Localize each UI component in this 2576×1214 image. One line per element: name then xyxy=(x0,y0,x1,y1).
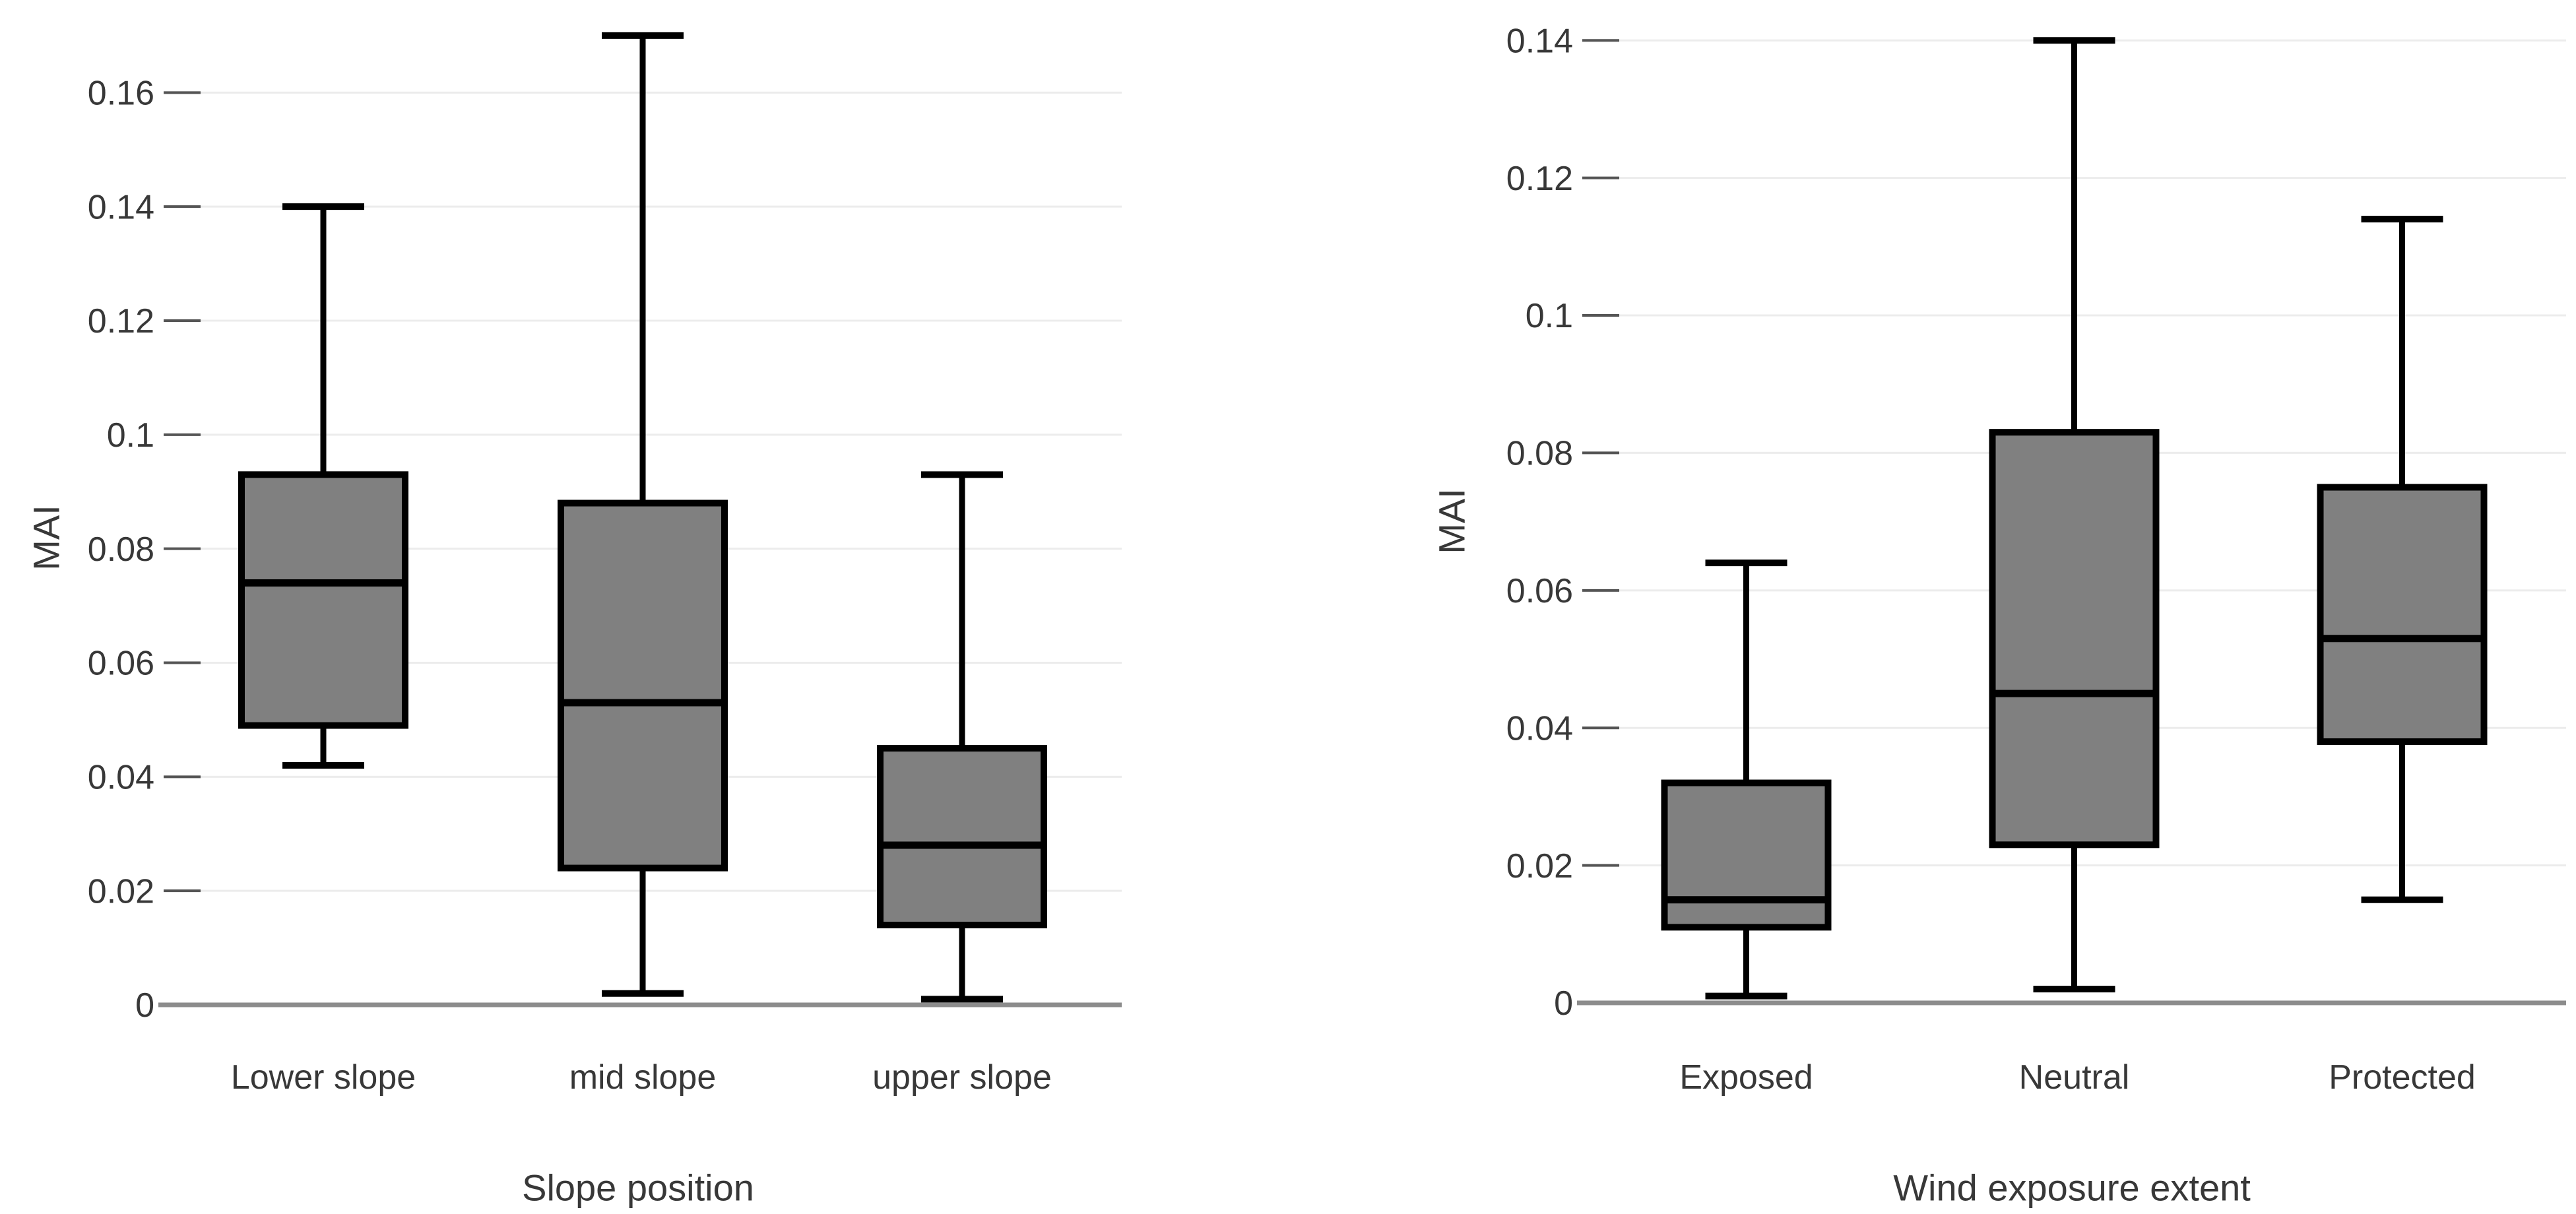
x-tick-label: Neutral xyxy=(2019,1058,2130,1097)
y-tick-label: 0.06 xyxy=(1506,572,1573,610)
y-tick-label: 0 xyxy=(135,986,154,1025)
x-tick-label: mid slope xyxy=(569,1058,717,1097)
boxplot-upper-slope xyxy=(877,471,1047,1003)
y-tick-label: 0.1 xyxy=(1526,297,1573,335)
x-tick-label: Protected xyxy=(2329,1058,2476,1097)
boxplot-protected xyxy=(2317,216,2488,903)
y-tick-label: 0.02 xyxy=(1506,847,1573,885)
iqr-box xyxy=(238,471,408,729)
y-tick-label: 0.14 xyxy=(88,188,154,226)
y-tick-label: 0.12 xyxy=(88,302,154,340)
x-tick-label: upper slope xyxy=(872,1058,1052,1097)
iqr-box xyxy=(1661,779,1832,931)
boxplot-mid-slope xyxy=(558,32,728,997)
left-chart-y-axis-title: MAI xyxy=(25,505,67,571)
x-tick-label: Lower slope xyxy=(231,1058,416,1097)
y-tick-label: 0 xyxy=(1554,984,1573,1023)
left-chart-x-axis-title: Slope position xyxy=(522,1166,754,1209)
y-tick-label: 0.08 xyxy=(88,530,154,569)
y-tick-label: 0.14 xyxy=(1506,22,1573,60)
y-tick-label: 0.02 xyxy=(88,872,154,910)
boxplot-exposed xyxy=(1661,559,1832,1000)
iqr-box xyxy=(2317,484,2488,746)
boxplot-lower-slope xyxy=(238,203,408,769)
boxplot-neutral xyxy=(1989,37,2160,993)
iqr-box xyxy=(1989,429,2160,848)
x-tick-label: Exposed xyxy=(1679,1058,1813,1097)
iqr-box xyxy=(877,745,1047,929)
y-tick-label: 0.06 xyxy=(88,645,154,683)
y-tick-label: 0.16 xyxy=(88,75,154,113)
right-chart-y-axis-title: MAI xyxy=(1431,488,1473,554)
y-tick-label: 0.1 xyxy=(107,416,154,455)
y-tick-label: 0.04 xyxy=(88,759,154,797)
y-tick-label: 0.12 xyxy=(1506,160,1573,198)
right-chart-x-axis-title: Wind exposure extent xyxy=(1893,1166,2251,1209)
iqr-box xyxy=(558,499,728,872)
y-tick-label: 0.04 xyxy=(1506,709,1573,748)
y-tick-label: 0.08 xyxy=(1506,435,1573,473)
